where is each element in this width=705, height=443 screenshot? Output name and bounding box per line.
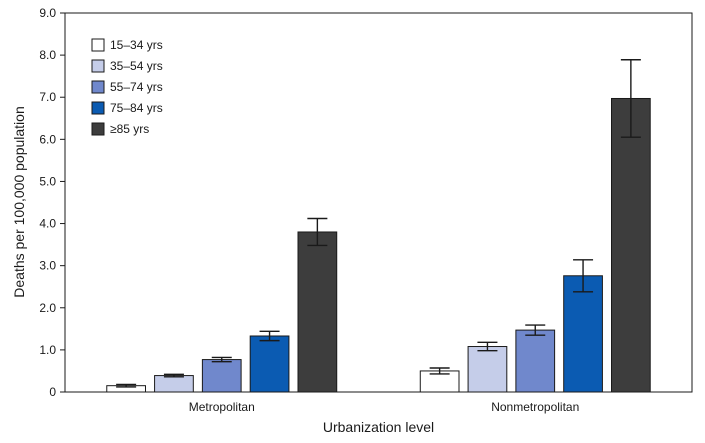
y-tick-label: 4.0 <box>39 217 56 231</box>
y-axis-ticks: 0 1.0 2.0 3.0 4.0 5.0 6.0 7.0 8.0 9.0 <box>39 6 65 399</box>
legend: 15–34 yrs 35–54 yrs 55–74 yrs 75–84 yrs ≥85 … <box>91 38 163 136</box>
y-tick-label: 1.0 <box>39 343 56 357</box>
bar <box>201 359 242 393</box>
legend-label: 75–84 yrs <box>110 101 163 115</box>
legend-label: 35–54 yrs <box>110 59 163 73</box>
plot-frame <box>64 12 693 393</box>
bar <box>467 346 508 393</box>
x-category-label: Nonmetropolitan <box>491 400 579 414</box>
y-tick-label: 9.0 <box>39 6 56 20</box>
y-tick-label: 2.0 <box>39 301 56 315</box>
bar <box>154 375 194 393</box>
legend-label: ≥85 yrs <box>110 122 149 136</box>
bars <box>106 97 651 393</box>
x-axis-title: Urbanization level <box>323 419 434 435</box>
y-tick-label: 0 <box>49 385 56 399</box>
y-tick-label: 3.0 <box>39 259 56 273</box>
bar <box>563 275 603 393</box>
y-tick-label: 5.0 <box>39 174 56 188</box>
bar <box>515 329 556 393</box>
y-axis-title: Deaths per 100,000 population <box>11 106 27 297</box>
y-tick-label: 8.0 <box>39 48 56 62</box>
x-axis-categories: Metropolitan Nonmetropolitan <box>189 400 580 414</box>
y-tick-label: 6.0 <box>39 132 56 146</box>
bar <box>611 97 651 393</box>
legend-swatch <box>91 101 105 115</box>
legend-swatch <box>91 59 105 73</box>
error-bars <box>116 59 641 388</box>
legend-swatch <box>91 80 105 94</box>
bar <box>297 231 338 393</box>
legend-swatch <box>91 38 105 52</box>
x-category-label: Metropolitan <box>189 400 255 414</box>
legend-swatch <box>91 122 105 136</box>
legend-label: 15–34 yrs <box>110 38 163 52</box>
bar <box>249 335 290 393</box>
legend-label: 55–74 yrs <box>110 80 163 94</box>
y-tick-label: 7.0 <box>39 90 56 104</box>
